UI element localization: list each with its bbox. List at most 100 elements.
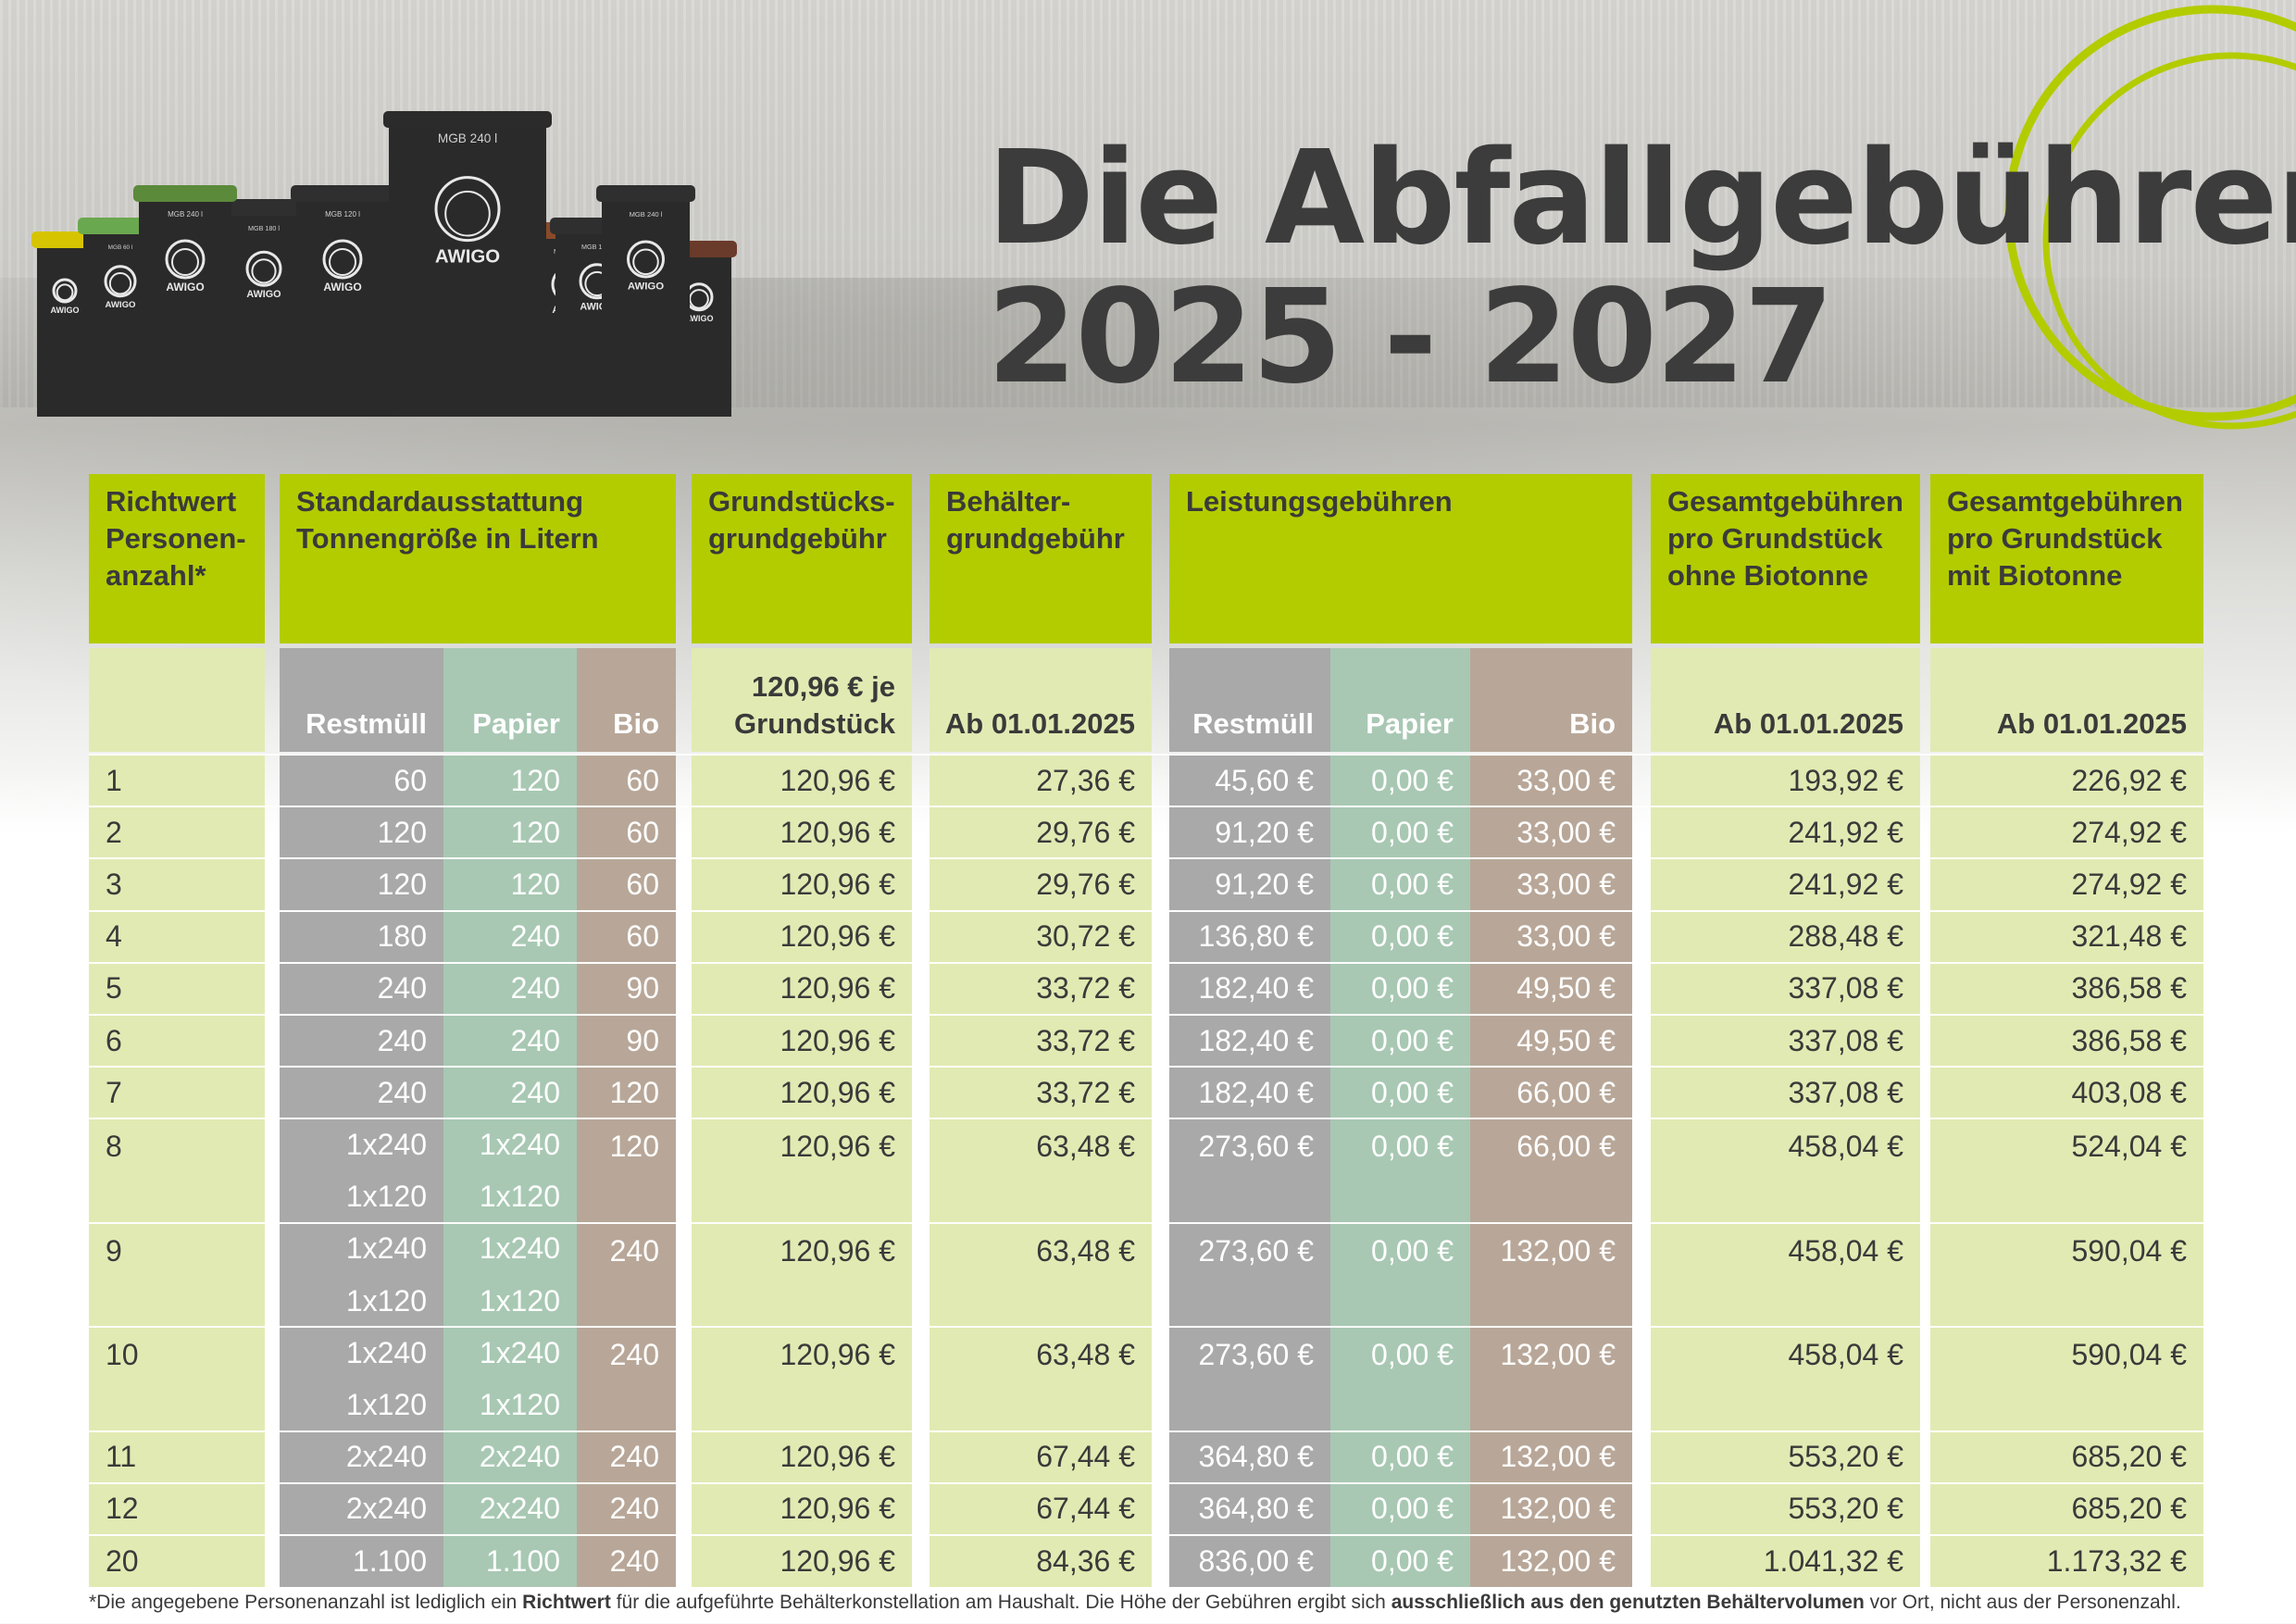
row-service-restmuell: 91,20 € <box>1169 858 1330 911</box>
row-papier-size: 120 <box>443 858 577 911</box>
papier-size-value: 240 <box>510 919 560 954</box>
row-total-without-bio: 337,08 € <box>1651 1067 1920 1119</box>
row-property-fee: 120,96 € <box>692 858 912 911</box>
row-container-fee: 33,72 € <box>930 962 1152 1015</box>
header-container-fee: Behälter-grundgebühr <box>930 474 1152 643</box>
row-bio-size: 240 <box>577 1222 676 1328</box>
row-persons: 5 <box>89 962 265 1015</box>
green-rings-decoration <box>2004 5 2296 430</box>
bin-size-label: MGB 240 l <box>630 210 663 219</box>
footnote-part-1: *Die angegebene Personenanzahl ist ledig… <box>89 1592 523 1613</box>
row-total-with-bio: 386,58 € <box>1930 1015 2203 1068</box>
papier-size-value: 1x120 <box>479 1387 560 1421</box>
row-service-bio: 132,00 € <box>1470 1327 1632 1431</box>
row-service-bio: 132,00 € <box>1470 1430 1632 1483</box>
row-service-papier: 0,00 € <box>1330 1222 1470 1328</box>
bin-lid <box>596 185 695 202</box>
papier-size-value: 2x240 <box>479 1492 560 1526</box>
row-persons: 1 <box>89 755 265 807</box>
bin-body <box>602 198 690 417</box>
bin-size-label: MGB 180 l <box>248 224 280 232</box>
restmuell-size-value: 1.100 <box>352 1543 427 1578</box>
row-service-papier: 0,00 € <box>1330 1327 1470 1431</box>
row-total-without-bio: 193,92 € <box>1651 755 1920 807</box>
row-restmuell-size: 60 <box>280 755 443 807</box>
row-papier-size: 120 <box>443 806 577 859</box>
row-property-fee: 120,96 € <box>692 1222 912 1328</box>
row-total-without-bio: 288,48 € <box>1651 910 1920 963</box>
bin-size-label: MGB 60 l <box>108 244 133 251</box>
row-total-without-bio: 458,04 € <box>1651 1118 1920 1223</box>
subheader-service-bio: Bio <box>1470 648 1632 752</box>
restmuell-size-value: 1x120 <box>345 1283 427 1318</box>
header-total-with-bio: Gesamtgebühren pro Grundstück mit Bioton… <box>1930 474 2203 643</box>
row-papier-size: 2x240 <box>443 1430 577 1483</box>
row-bio-size: 120 <box>577 1067 676 1119</box>
row-persons: 4 <box>89 910 265 963</box>
bin-lid <box>31 231 98 248</box>
bin-size-label: MGB 240 l <box>168 210 203 219</box>
papier-size-value: 1x240 <box>479 1127 560 1161</box>
row-restmuell-size: 120 <box>280 858 443 911</box>
header-persons: Richtwert Personen-anzahl* <box>89 474 265 643</box>
bin-brand-label: AWIGO <box>105 300 136 310</box>
bin-lid <box>133 185 237 202</box>
row-total-with-bio: 685,20 € <box>1930 1482 2203 1535</box>
row-papier-size: 240 <box>443 962 577 1015</box>
row-total-with-bio: 1.173,32 € <box>1930 1535 2203 1588</box>
bin-body <box>222 212 306 417</box>
restmuell-size-value: 2x240 <box>345 1492 427 1526</box>
row-bio-size: 90 <box>577 1015 676 1068</box>
title-line-1: Die Abfallgebühren <box>987 123 2296 274</box>
row-property-fee: 120,96 € <box>692 910 912 963</box>
row-total-with-bio: 226,92 € <box>1930 755 2203 807</box>
header-property-fee: Grundstücks-grundgebühr <box>692 474 912 643</box>
row-property-fee: 120,96 € <box>692 1535 912 1588</box>
row-bio-size: 90 <box>577 962 676 1015</box>
papier-size-value: 120 <box>510 815 560 849</box>
row-papier-size: 120 <box>443 755 577 807</box>
row-service-restmuell: 364,80 € <box>1169 1430 1330 1483</box>
row-service-bio: 33,00 € <box>1470 910 1632 963</box>
row-service-restmuell: 273,60 € <box>1169 1327 1330 1431</box>
row-persons: 7 <box>89 1067 265 1119</box>
row-persons: 12 <box>89 1482 265 1535</box>
row-papier-size: 240 <box>443 910 577 963</box>
awigo-logo-inner-icon <box>689 289 709 309</box>
page-title: Die Abfallgebühren 2025 - 2027 <box>987 130 2296 407</box>
row-service-bio: 33,00 € <box>1470 755 1632 807</box>
row-total-without-bio: 337,08 € <box>1651 1015 1920 1068</box>
row-restmuell-size: 1x240 1x120 <box>280 1222 443 1328</box>
restmuell-size-value: 120 <box>377 867 427 901</box>
row-restmuell-size: 1.100 <box>280 1535 443 1588</box>
awigo-logo-inner-icon <box>444 190 491 237</box>
row-service-restmuell: 45,60 € <box>1169 755 1330 807</box>
bin-lid <box>291 185 394 202</box>
row-bio-size: 240 <box>577 1430 676 1483</box>
row-service-papier: 0,00 € <box>1330 806 1470 859</box>
row-bio-size: 60 <box>577 755 676 807</box>
row-property-fee: 120,96 € <box>692 1015 912 1068</box>
bin-body <box>139 198 231 417</box>
row-restmuell-size: 2x240 <box>280 1482 443 1535</box>
restmuell-size-value: 2x240 <box>345 1440 427 1474</box>
row-container-fee: 33,72 € <box>930 1067 1152 1119</box>
row-total-with-bio: 386,58 € <box>1930 962 2203 1015</box>
row-restmuell-size: 180 <box>280 910 443 963</box>
awigo-logo-icon <box>52 278 78 304</box>
bin-brand-label: AWIGO <box>166 281 204 294</box>
bin-brand-label: AWIGO <box>51 306 80 315</box>
papier-size-value: 1x240 <box>479 1231 560 1266</box>
awigo-logo-icon <box>165 239 206 280</box>
row-bio-size: 60 <box>577 806 676 859</box>
row-service-papier: 0,00 € <box>1330 1067 1470 1119</box>
bin-body <box>296 198 389 417</box>
bin-lid <box>383 111 552 128</box>
awigo-logo-icon <box>434 176 501 243</box>
awigo-logo-inner-icon <box>171 248 199 276</box>
awigo-logo-inner-icon <box>251 258 277 284</box>
row-divider <box>89 1221 2203 1224</box>
row-container-fee: 29,76 € <box>930 858 1152 911</box>
row-service-papier: 0,00 € <box>1330 755 1470 807</box>
row-persons: 2 <box>89 806 265 859</box>
